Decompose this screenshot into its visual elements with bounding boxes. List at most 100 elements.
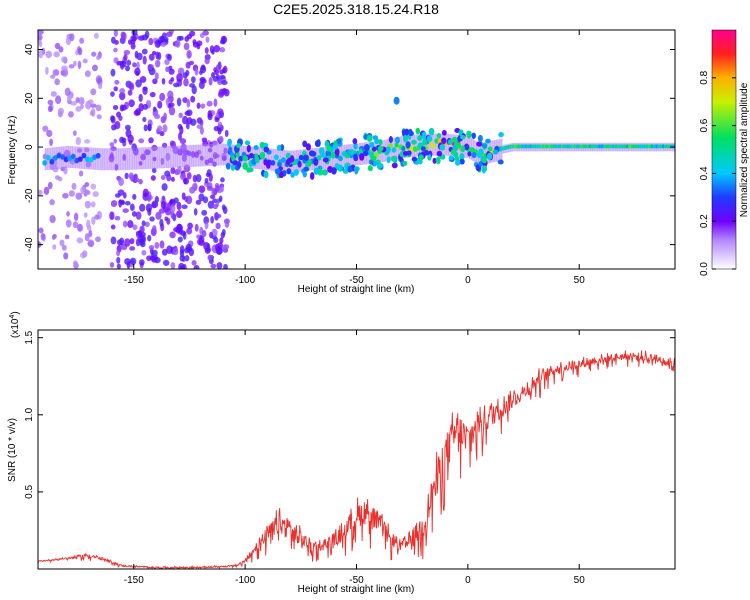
noise-speckle — [114, 193, 121, 198]
noise-speckle — [91, 216, 96, 225]
noise-speckle — [196, 124, 203, 130]
ridge-scatter — [316, 139, 321, 147]
ridge-scatter — [403, 134, 408, 143]
noise-speckle — [215, 64, 220, 73]
noise-speckle — [118, 115, 123, 121]
ridge-scatter — [253, 145, 259, 151]
noise-speckle — [63, 252, 69, 260]
noise-speckle — [129, 257, 137, 266]
noise-speckle — [159, 131, 165, 137]
noise-speckle — [61, 65, 68, 71]
noise-speckle — [160, 200, 166, 209]
noise-speckle — [111, 36, 116, 44]
noise-speckle — [129, 203, 135, 211]
ridge-scatter — [432, 157, 437, 164]
noise-speckle — [144, 221, 150, 227]
noise-speckle — [114, 121, 121, 130]
noise-speckle — [165, 66, 170, 73]
ridge-halo — [213, 143, 216, 166]
noise-speckle — [84, 200, 91, 209]
ridge-halo — [160, 146, 163, 169]
noise-speckle — [45, 50, 53, 59]
noise-speckle — [190, 95, 196, 103]
noise-speckle — [46, 129, 53, 138]
noise-speckle — [132, 224, 138, 231]
ridge-halo — [103, 148, 106, 171]
noise-speckle — [50, 91, 57, 97]
noise-speckle — [155, 51, 160, 60]
ridge-scatter — [436, 150, 443, 157]
ridge-scatter — [405, 141, 411, 149]
noise-speckle — [128, 172, 134, 180]
noise-speckle — [167, 53, 172, 62]
noise-speckle — [75, 97, 80, 104]
noise-speckle — [84, 189, 90, 196]
ridge-scatter — [466, 131, 472, 139]
ridge-halo — [96, 147, 98, 170]
noise-speckle — [211, 228, 218, 237]
y-tick-label: -20 — [24, 188, 35, 203]
ridge-halo — [99, 148, 102, 171]
noise-speckle — [220, 177, 225, 183]
snr-scale-label: (x104) — [9, 311, 21, 338]
ridge-scatter — [342, 168, 349, 174]
noise-speckle — [173, 227, 180, 233]
ridge-halo — [156, 146, 159, 169]
noise-speckle — [86, 219, 91, 229]
noise-speckle — [141, 249, 147, 256]
noise-speckle — [185, 243, 192, 252]
noise-speckle — [126, 59, 132, 66]
noise-speckle — [109, 262, 115, 268]
noise-speckle — [114, 79, 120, 85]
ridge-scatter — [451, 136, 458, 143]
noise-speckle — [161, 183, 168, 191]
ridge-halo — [164, 146, 166, 169]
ridge-scatter — [353, 142, 358, 150]
noise-speckle — [137, 35, 145, 41]
noise-speckle — [195, 174, 202, 183]
noise-speckle — [146, 196, 152, 202]
ridge-halo — [98, 148, 100, 171]
noise-speckle — [177, 166, 182, 173]
noise-speckle — [204, 221, 209, 230]
noise-speckle — [135, 211, 142, 220]
noise-speckle — [219, 185, 224, 193]
ridge-point — [95, 152, 101, 159]
noise-speckle — [218, 195, 223, 202]
noise-speckle — [154, 72, 159, 80]
ridge-scatter — [313, 167, 319, 175]
ridge-scatter — [309, 172, 315, 180]
ridge-scatter — [363, 144, 370, 152]
noise-speckle — [43, 186, 50, 196]
ridge-scatter — [460, 145, 466, 153]
noise-speckle — [223, 263, 228, 269]
ridge-scatter — [317, 168, 324, 176]
noise-speckle — [183, 78, 189, 87]
ridge-halo — [158, 146, 161, 169]
noise-speckle — [123, 49, 131, 56]
noise-speckle — [57, 107, 64, 115]
noise-speckle — [142, 188, 149, 198]
x-tick-label: -50 — [349, 275, 364, 286]
noise-speckle — [134, 67, 141, 76]
spectrogram-x-label: Height of straight line (km) — [298, 284, 415, 295]
y-tick-label: 1.0 — [24, 407, 35, 421]
snr-y-label: SNR (10 * v/v) — [7, 418, 18, 482]
ridge-scatter — [377, 163, 382, 170]
noise-speckle — [98, 83, 103, 90]
noise-speckle — [176, 73, 183, 82]
ridge-scatter — [487, 146, 493, 152]
ridge-halo — [212, 143, 214, 166]
ridge-scatter — [366, 134, 373, 142]
noise-speckle — [112, 104, 119, 110]
noise-speckle — [152, 78, 158, 85]
noise-speckle — [139, 203, 146, 212]
noise-speckle — [53, 233, 57, 239]
ridge-scatter — [228, 146, 233, 154]
ridge-halo — [107, 148, 109, 171]
noise-speckle — [169, 140, 175, 147]
ridge-halo — [272, 148, 275, 171]
noise-speckle — [118, 199, 125, 205]
noise-speckle — [94, 214, 100, 220]
ridge-halo — [226, 143, 229, 166]
